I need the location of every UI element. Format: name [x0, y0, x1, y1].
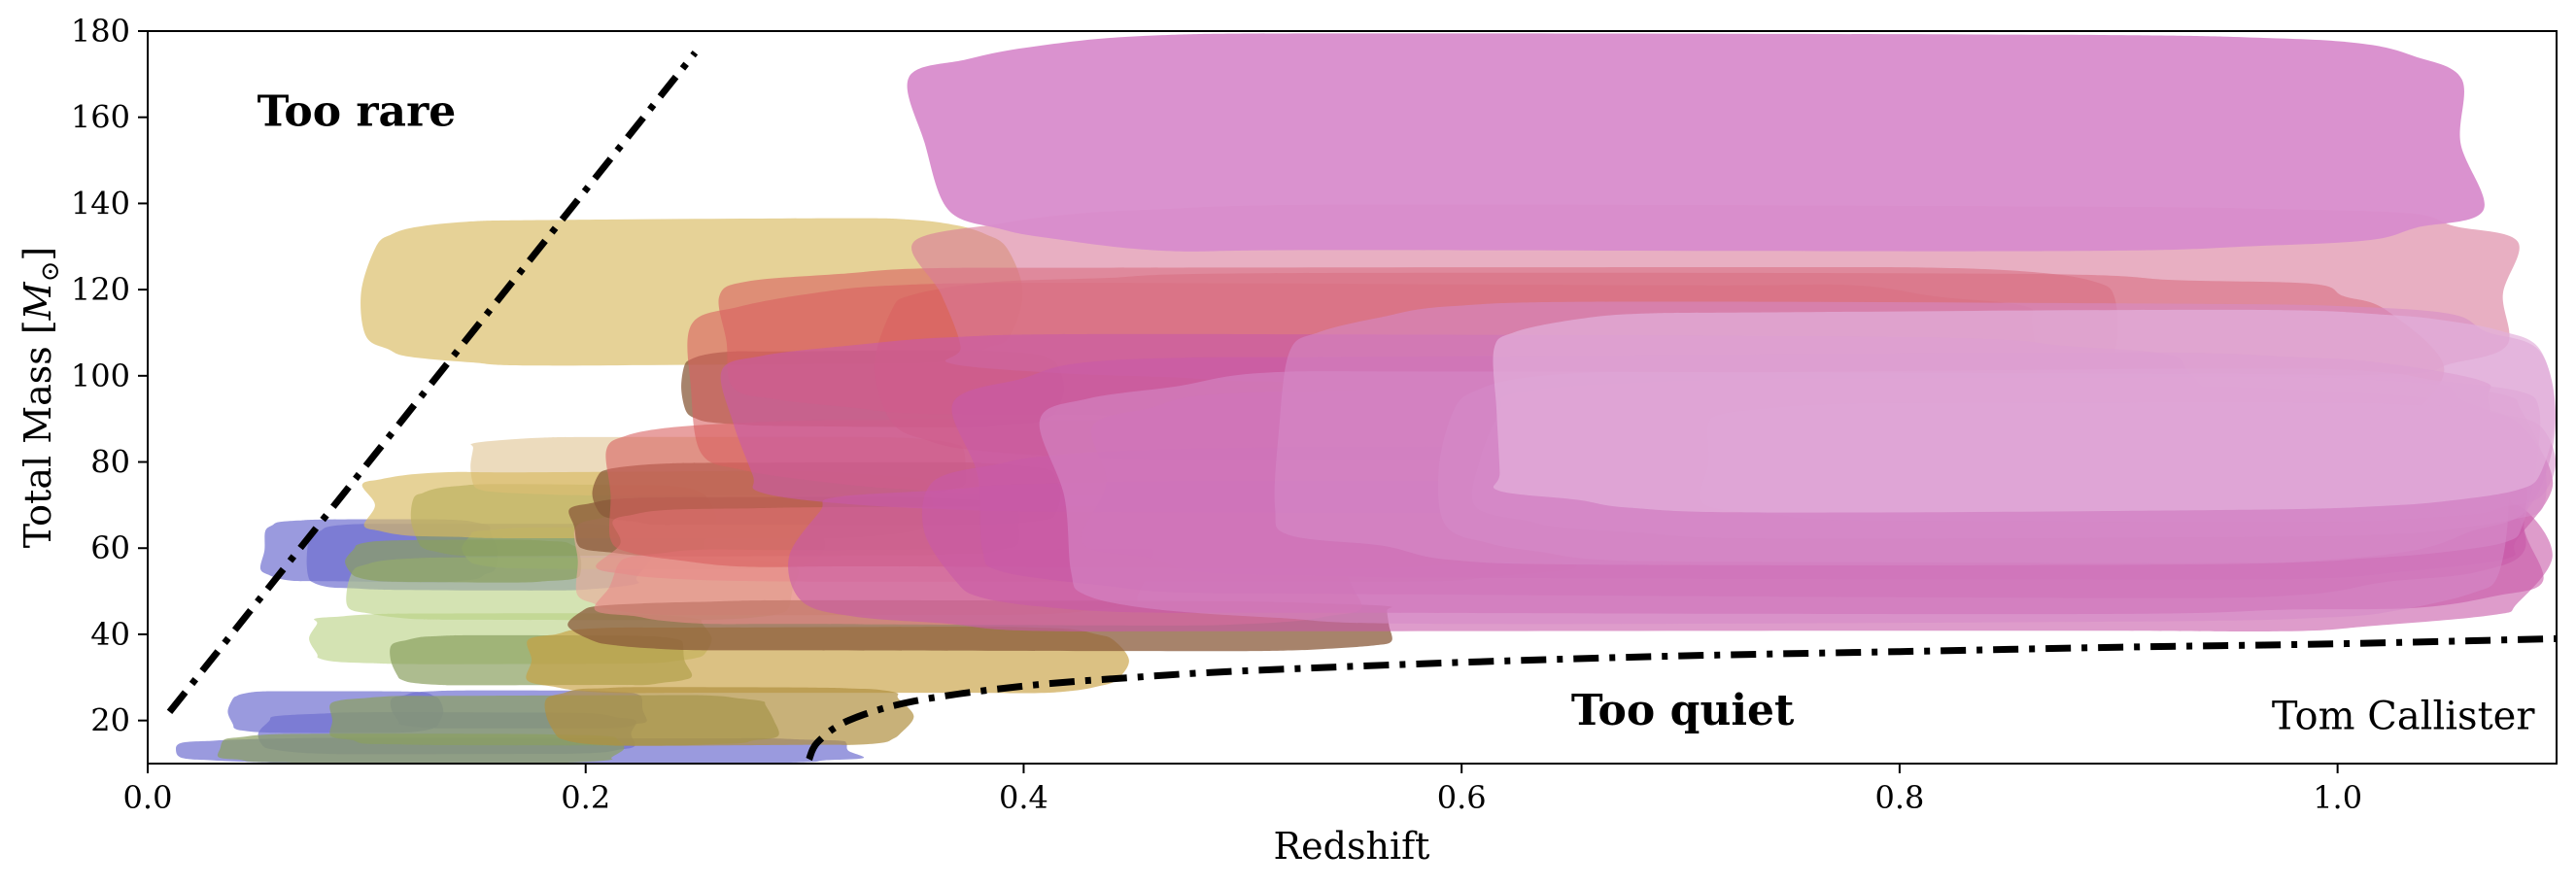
- y-tick-label: 120: [71, 271, 130, 308]
- y-tick-label: 60: [90, 529, 130, 566]
- y-tick-label: 20: [90, 702, 130, 739]
- y-tick-label: 40: [90, 616, 130, 653]
- y-tick-label: 100: [71, 358, 130, 394]
- y-tick-label: 160: [71, 99, 130, 136]
- too-quiet-boundary: [806, 634, 2557, 762]
- x-tick-label: 0.8: [1874, 779, 1924, 816]
- y-axis-label-group: Total Mass [M⊙]: [17, 247, 65, 548]
- annotation-credit: Tom Callister: [2272, 695, 2535, 739]
- x-tick-label: 0.6: [1437, 779, 1487, 816]
- y-tick-label: 180: [71, 13, 130, 50]
- posterior-regions: [175, 33, 2557, 764]
- y-axis-label-text: Total Mass [: [17, 320, 59, 548]
- annotation-too-rare: Too rare: [258, 87, 457, 137]
- detection-boundaries: [166, 51, 2557, 762]
- y-axis-label-close: ]: [17, 247, 59, 261]
- y-axis-ticks: 20 40 60 80 100 120 140 160 180: [71, 13, 148, 739]
- x-tick-label: 0.4: [999, 779, 1048, 816]
- chart-annotations: Too rare Too quiet Tom Callister: [258, 87, 2536, 739]
- y-axis-label-symbol: M: [17, 281, 59, 321]
- annotation-too-quiet: Too quiet: [1571, 686, 1795, 735]
- y-axis-label: Total Mass [M⊙]: [17, 247, 65, 548]
- too-rare-boundary: [166, 51, 699, 714]
- y-tick-label: 140: [71, 185, 130, 222]
- region-event-42: [1493, 309, 2556, 513]
- x-tick-label: 0.0: [123, 779, 173, 816]
- plot-frame: [147, 30, 2558, 765]
- y-axis-label-subscript: ⊙: [36, 261, 65, 283]
- x-tick-label: 0.2: [561, 779, 610, 816]
- x-tick-label: 1.0: [2313, 779, 2362, 816]
- y-tick-label: 80: [90, 444, 130, 481]
- region-event-43: [907, 33, 2485, 252]
- x-axis-ticks: 0.0 0.2 0.4 0.6 0.8 1.0: [123, 764, 2362, 816]
- x-axis-label: Redshift: [1274, 825, 1430, 868]
- region-event-19: [544, 687, 914, 746]
